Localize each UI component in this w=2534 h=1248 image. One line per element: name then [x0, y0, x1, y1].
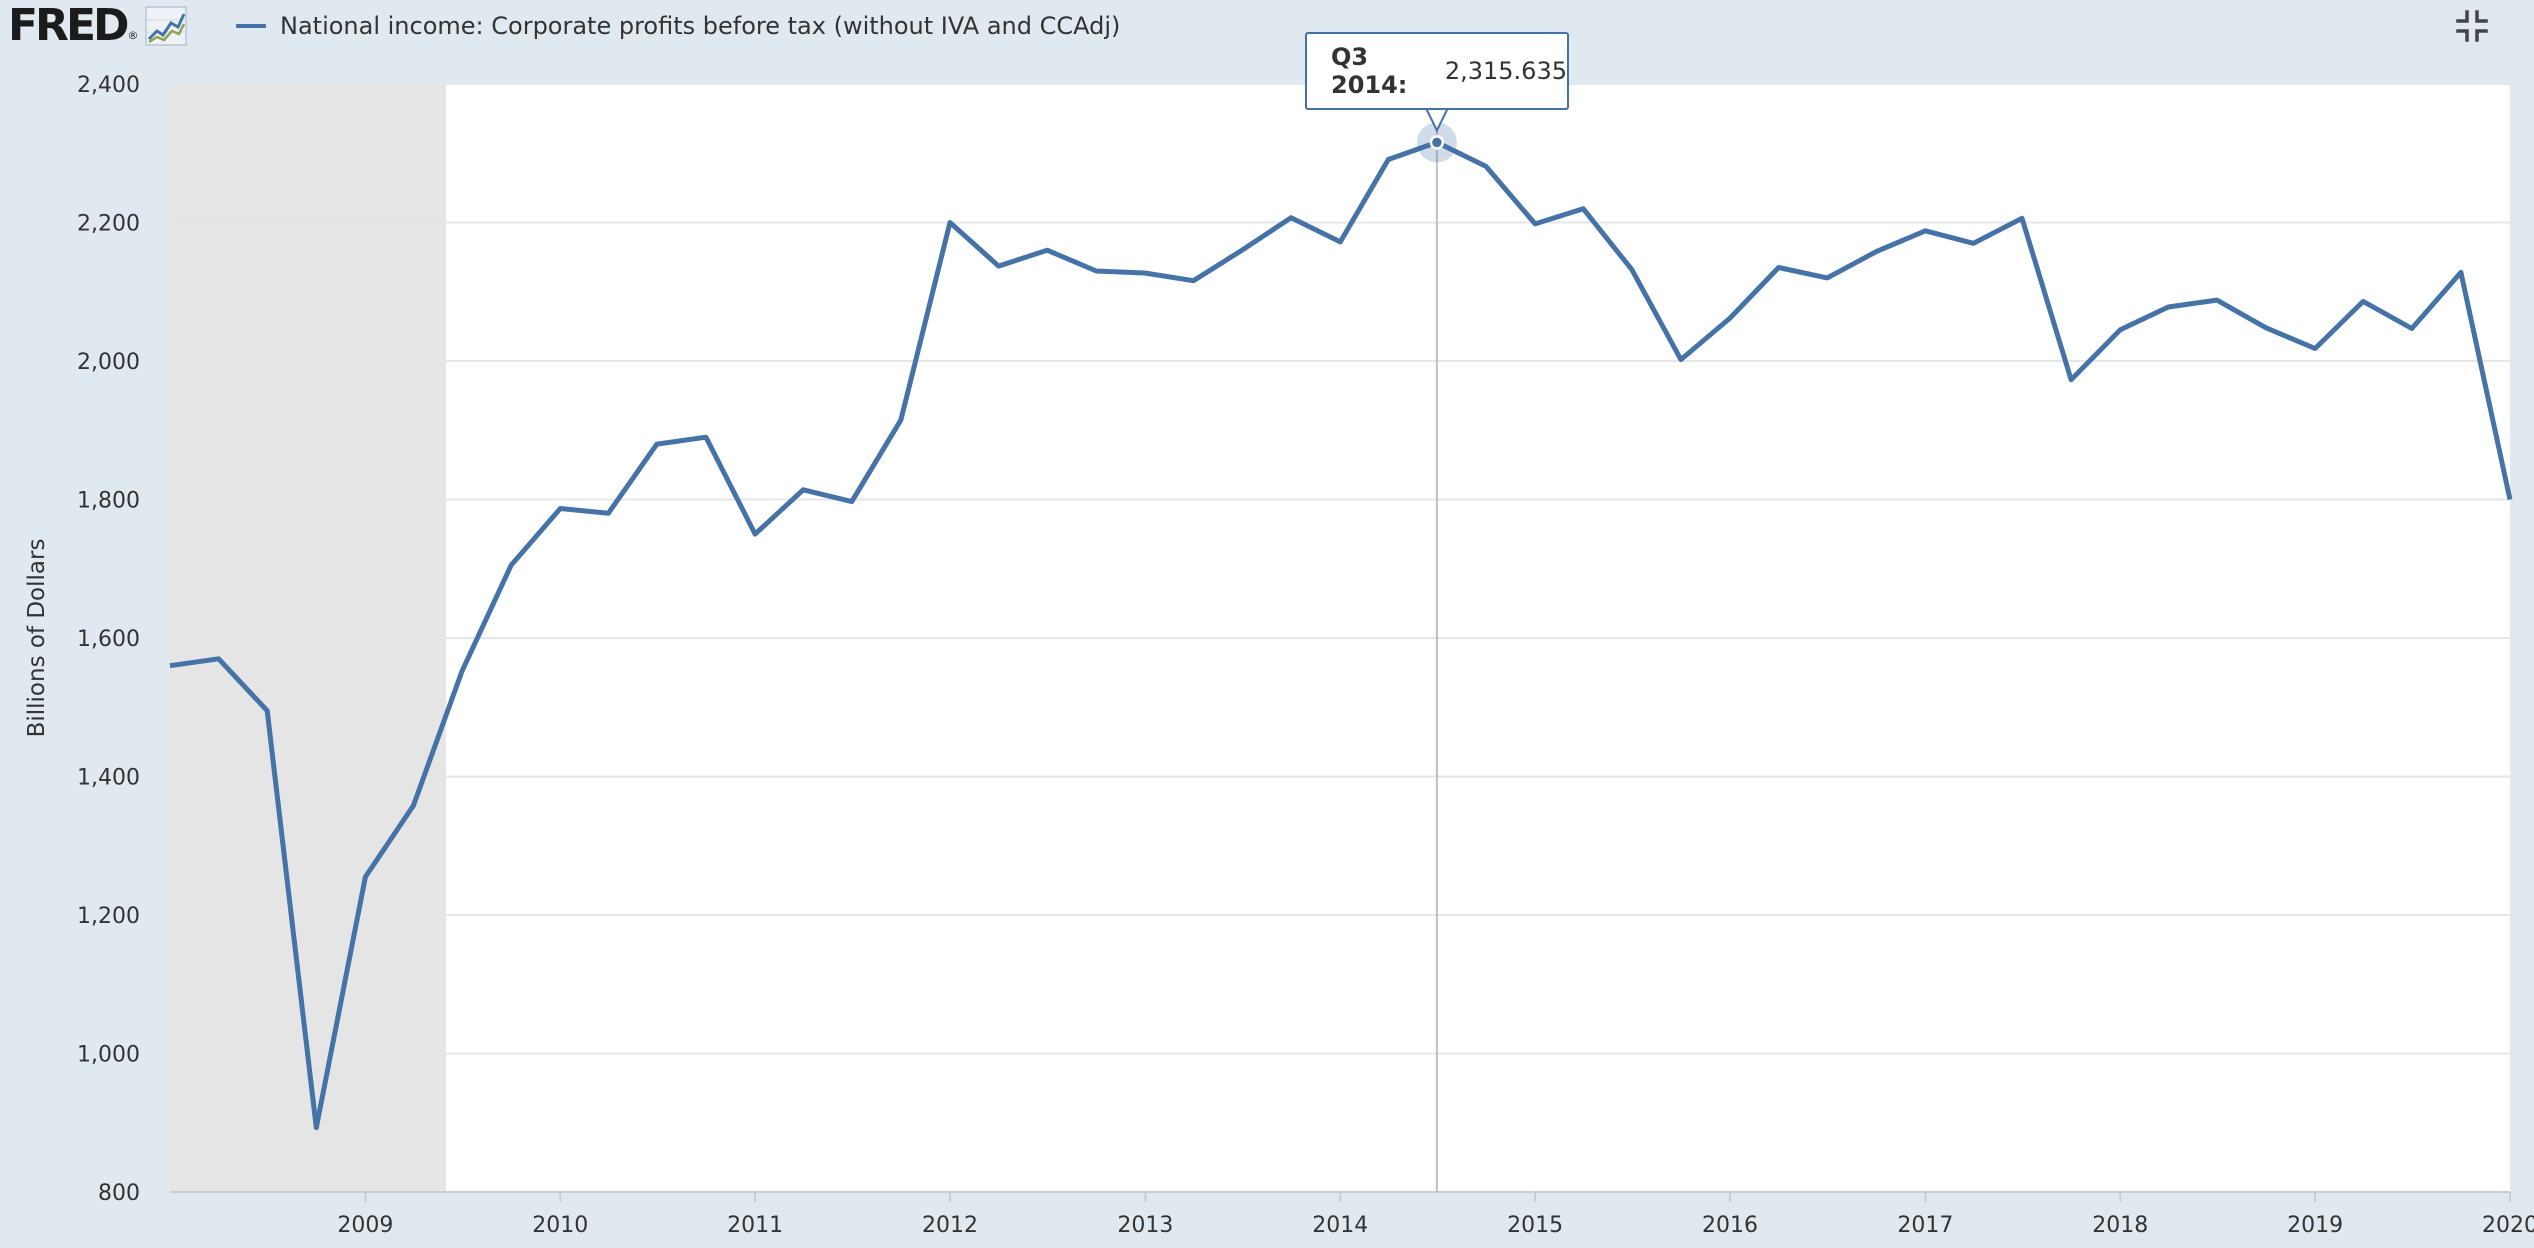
- series-point[interactable]: [216, 656, 222, 662]
- series-point[interactable]: [2165, 304, 2171, 310]
- series-point[interactable]: [947, 220, 953, 226]
- series-point[interactable]: [2360, 298, 2366, 304]
- series-point[interactable]: [264, 708, 270, 714]
- series-point[interactable]: [1239, 247, 1245, 253]
- series-point[interactable]: [703, 434, 709, 440]
- y-tick-label: 1,600: [77, 627, 140, 652]
- y-tick-label: 1,200: [77, 904, 140, 929]
- series-point[interactable]: [1288, 215, 1294, 221]
- series-point[interactable]: [2263, 325, 2269, 331]
- series-point[interactable]: [1385, 156, 1391, 162]
- series-point[interactable]: [1970, 240, 1976, 246]
- x-tick-label: 2014: [1312, 1213, 1368, 1238]
- series-point[interactable]: [752, 531, 758, 537]
- fred-logo-text: FRED: [8, 0, 130, 51]
- x-tick-label: 2019: [2287, 1213, 2343, 1238]
- tooltip-label: Q3 2014:: [1331, 43, 1408, 99]
- y-axis-label: Billions of Dollars: [24, 539, 50, 738]
- x-tick-label: 2015: [1507, 1213, 1563, 1238]
- series-point[interactable]: [1093, 268, 1099, 274]
- line-chart-icon: [144, 6, 187, 46]
- tooltip-value: 2,315.635: [1444, 57, 1567, 85]
- y-tick-label: 1,800: [77, 489, 140, 514]
- tooltip: Q3 2014: 2,315.635: [1305, 32, 1569, 110]
- series-point[interactable]: [1532, 221, 1538, 227]
- x-tick-label: 2016: [1702, 1213, 1758, 1238]
- x-axis-ticks: 2009 2010 2011 2012 2013 2014 2015 2016 2017 2018…: [170, 1191, 2534, 1238]
- series-point[interactable]: [459, 668, 465, 674]
- series-point[interactable]: [1483, 163, 1489, 169]
- y-tick-label: 1,400: [77, 766, 140, 791]
- series-point[interactable]: [1142, 270, 1148, 276]
- hover-point[interactable]: [1429, 135, 1445, 150]
- series-point[interactable]: [2068, 377, 2074, 383]
- x-tick-label: 2020: [2482, 1213, 2534, 1238]
- series-point[interactable]: [508, 562, 514, 568]
- series-point[interactable]: [1629, 267, 1635, 273]
- x-tick-label: 2018: [2092, 1213, 2148, 1238]
- series-point[interactable]: [800, 487, 806, 493]
- series-point[interactable]: [557, 506, 563, 512]
- series-point[interactable]: [1580, 206, 1586, 212]
- series-point[interactable]: [167, 663, 173, 669]
- series-point[interactable]: [1824, 275, 1830, 281]
- series-point[interactable]: [1190, 278, 1196, 284]
- x-tick-label: 2011: [727, 1213, 783, 1238]
- series-point[interactable]: [2019, 215, 2025, 221]
- series-point[interactable]: [1776, 265, 1782, 271]
- fred-logo[interactable]: FRED ®: [8, 4, 187, 48]
- y-tick-label: 2,200: [77, 212, 140, 237]
- y-tick-label: 2,400: [77, 73, 140, 98]
- tooltip-pointer: [1425, 107, 1449, 133]
- chart-legend[interactable]: National income: Corporate profits befor…: [236, 8, 1120, 44]
- x-tick-label: 2012: [922, 1213, 978, 1238]
- series-point[interactable]: [410, 803, 416, 809]
- y-tick-label: 2,000: [77, 350, 140, 375]
- series-point[interactable]: [1678, 357, 1684, 363]
- series-point[interactable]: [2458, 269, 2464, 275]
- y-axis-tick-labels: 800 1,000 1,200 1,400 1,600 1,800 2,000 2,200 2,…: [77, 73, 140, 1206]
- exit-fullscreen-icon[interactable]: [2454, 8, 2490, 44]
- legend-series-swatch: [236, 24, 266, 28]
- y-tick-label: 1,000: [77, 1043, 140, 1068]
- series-point[interactable]: [2117, 327, 2123, 333]
- series-point[interactable]: [849, 499, 855, 505]
- series-point[interactable]: [2214, 297, 2220, 303]
- y-tick-label: 800: [98, 1181, 140, 1206]
- series-point[interactable]: [605, 510, 611, 516]
- chart-header: FRED ® National income: Corporate profit…: [0, 0, 2534, 60]
- series-line[interactable]: [169, 139, 2513, 1131]
- legend-series-label: National income: Corporate profits befor…: [280, 12, 1121, 40]
- series-point[interactable]: [1727, 315, 1733, 321]
- series-point[interactable]: [313, 1125, 319, 1131]
- x-tick-label: 2010: [532, 1213, 588, 1238]
- series-point[interactable]: [1922, 228, 1928, 234]
- series-point[interactable]: [898, 417, 904, 423]
- x-tick-label: 2017: [1897, 1213, 1953, 1238]
- series-point[interactable]: [1337, 239, 1343, 245]
- series-point[interactable]: [362, 874, 368, 880]
- series-point[interactable]: [1044, 247, 1050, 253]
- registered-mark: ®: [127, 29, 139, 42]
- series-point[interactable]: [2409, 325, 2415, 331]
- series-point[interactable]: [996, 263, 1002, 269]
- series-point[interactable]: [1873, 249, 1879, 255]
- series-point[interactable]: [2507, 497, 2513, 503]
- x-tick-label: 2009: [337, 1213, 393, 1238]
- x-tick-label: 2013: [1117, 1213, 1173, 1238]
- series-point[interactable]: [654, 441, 660, 447]
- series-point[interactable]: [2312, 346, 2318, 352]
